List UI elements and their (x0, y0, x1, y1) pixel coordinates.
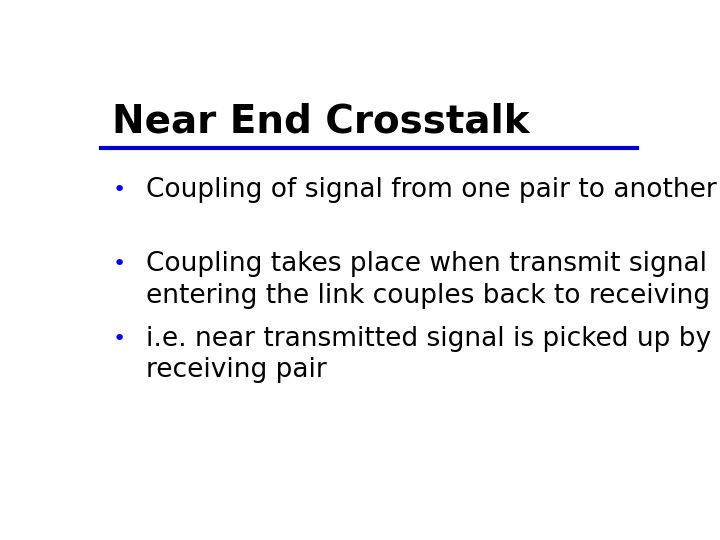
Text: •: • (112, 329, 125, 349)
Text: entering the link couples back to receiving pair: entering the link couples back to receiv… (145, 282, 720, 308)
Text: Coupling of signal from one pair to another: Coupling of signal from one pair to anot… (145, 177, 716, 202)
Text: Near End Crosstalk: Near End Crosstalk (112, 102, 530, 140)
Text: i.e. near transmitted signal is picked up by near: i.e. near transmitted signal is picked u… (145, 326, 720, 352)
Text: receiving pair: receiving pair (145, 357, 327, 383)
Text: •: • (112, 254, 125, 274)
Text: •: • (112, 179, 125, 200)
Text: Coupling takes place when transmit signal: Coupling takes place when transmit signa… (145, 252, 707, 278)
